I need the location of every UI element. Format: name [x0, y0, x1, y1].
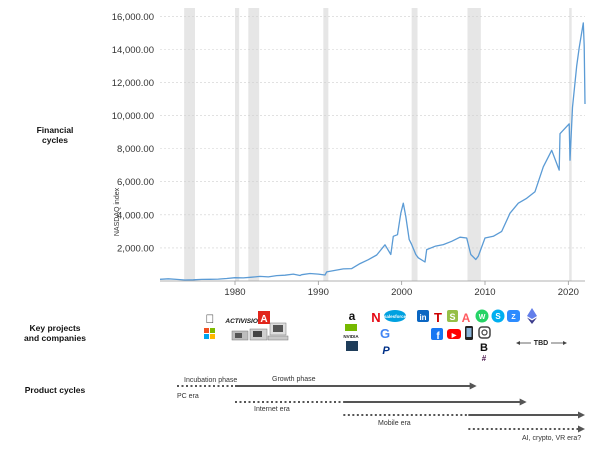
x-tick-label-1: 1990	[308, 287, 329, 298]
axes: 2,000.00 4,000.00 6,000.00 8,000.00 10,000.0…	[112, 12, 585, 298]
series-line-nasdaq	[159, 22, 586, 281]
logo-nvidia: NVIDIA	[343, 334, 359, 339]
logo-linkedin: in	[419, 313, 426, 322]
logo-apple: 	[206, 312, 215, 326]
logo-adobe: A	[260, 314, 267, 325]
section-label-product: Product cycles	[25, 385, 86, 395]
logo-ethereum-mark-lower	[527, 317, 537, 324]
y-axis-title: NASDAQ index	[114, 187, 121, 236]
y-tick-label-2: 6,000.00	[117, 177, 154, 188]
logo-early-computers	[231, 322, 289, 341]
y-tick-label-7: 16,000.00	[112, 12, 154, 23]
logo-shopify: S	[449, 312, 455, 322]
recession-band-2	[248, 8, 260, 281]
era-arrowhead-0	[469, 382, 477, 390]
logo-instagram	[478, 326, 491, 339]
logo-ethereum-mark	[527, 308, 537, 319]
logo-amazon: a	[349, 309, 356, 323]
x-tick-label-4: 2020	[558, 287, 579, 298]
tbd-arrowhead-right	[563, 341, 567, 345]
y-tick-label-1: 4,000.00	[117, 210, 154, 221]
y-tick-label-3: 8,000.00	[117, 144, 154, 155]
logo-slack: #	[482, 354, 487, 363]
logo-ethereum: E	[532, 329, 533, 330]
logo-facebook: f	[436, 331, 440, 342]
section-label-projects: Key projects	[29, 323, 80, 333]
growth-phase-label: Growth phase	[272, 376, 316, 383]
y-tick-label-0: 2,000.00	[117, 243, 154, 254]
era-label-pc: PC era	[177, 393, 199, 400]
logo-microsoft	[204, 328, 215, 339]
logo-nvidia-mark	[345, 324, 357, 331]
logo-adobe-bg	[258, 311, 270, 324]
era-arrowhead-2	[578, 411, 585, 419]
logo-whatsapp-bg	[475, 309, 489, 323]
product-cycles: Incubation phase Growth phase PC era Int…	[177, 376, 585, 442]
section-label-financial-2: cycles	[42, 135, 68, 145]
recession-band-1	[235, 8, 240, 281]
y-tick-label-6: 14,000.00	[112, 45, 154, 56]
recession-band-3	[323, 8, 329, 281]
era-label-mobile: Mobile era	[378, 420, 411, 427]
recession-bands	[184, 8, 572, 281]
era-label-ai: AI, crypto, VR era?	[522, 435, 581, 442]
section-label-financial: Financial	[37, 125, 74, 135]
logo-shopify-bg	[447, 310, 458, 322]
tbd-arrowhead-left	[516, 341, 520, 345]
x-tick-label-0: 1980	[224, 287, 245, 298]
logo-salesforce: salesforce	[384, 314, 407, 319]
recession-band-4	[411, 8, 418, 281]
grid-lines	[160, 15, 585, 249]
y-tick-label-5: 12,000.00	[112, 78, 154, 89]
logo-skype-bg	[491, 309, 505, 323]
logo-mosaic	[346, 341, 358, 351]
logo-facebook-bg	[431, 328, 443, 340]
nasdaq-chart: 2,000.00 4,000.00 6,000.00 8,000.00 10,000.0…	[112, 8, 586, 298]
logo-instagram-lens	[481, 329, 488, 336]
logo-bitcoin: B	[480, 342, 488, 354]
x-tick-label-3: 2010	[474, 287, 495, 298]
logo-youtube-bg	[447, 329, 461, 339]
logo-paypal: P	[382, 345, 390, 357]
logo-whatsapp: W	[479, 314, 486, 321]
recession-band-0	[184, 8, 195, 281]
section-label-projects-2: and companies	[24, 333, 86, 343]
logo-youtube: ▶	[451, 332, 457, 339]
company-logos:  ACTIVISION A a N salesforce	[204, 308, 567, 363]
era-arrowhead-1	[519, 398, 527, 406]
logo-zoom: Z	[511, 314, 516, 321]
series-line-group	[159, 22, 586, 281]
logo-smartphone-screen	[466, 328, 472, 337]
era-arrowhead-3	[578, 425, 585, 433]
era-label-internet: Internet era	[254, 406, 290, 413]
logo-skype: S	[495, 312, 501, 321]
x-tick-label-2: 2000	[391, 287, 412, 298]
recession-band-5	[467, 8, 481, 281]
logo-netflix: N	[371, 310, 380, 325]
y-tick-label-4: 10,000.00	[112, 111, 154, 122]
incubation-phase-label: Incubation phase	[184, 377, 237, 384]
logo-salesforce-cloud	[384, 310, 406, 322]
logo-airbnb: A	[462, 311, 471, 325]
logo-tesla: T	[434, 310, 442, 325]
tbd-label: TBD	[534, 340, 548, 347]
logo-linkedin-bg	[417, 310, 429, 322]
logo-zoom-bg	[507, 310, 520, 322]
logo-google: G	[380, 326, 390, 341]
logo-activision: ACTIVISION	[224, 318, 263, 325]
